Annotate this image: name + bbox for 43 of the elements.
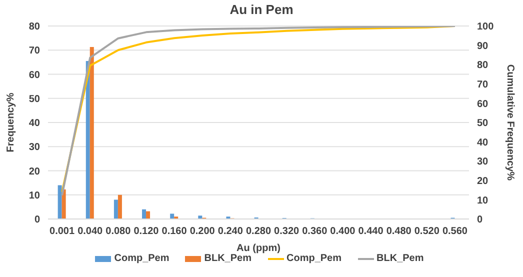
x-tick-label: 0.480: [386, 226, 412, 238]
y2-tick-label: 80: [477, 60, 489, 72]
y-tick-label: 60: [28, 70, 40, 81]
x-tick-label: 0.360: [302, 226, 328, 238]
x-tick-label: 0.280: [246, 226, 272, 238]
y2-tick-label: 30: [477, 156, 489, 168]
legend-label: Comp_Pem: [286, 253, 342, 264]
y-tick-label: 10: [28, 190, 40, 202]
x-tick-label: 0.320: [274, 226, 300, 238]
x-tick-label: 0.440: [358, 226, 384, 238]
legend-label: BLK_Pem: [203, 253, 252, 264]
y-tick-label: 70: [28, 46, 40, 57]
y-tick-label: 40: [28, 118, 40, 130]
y-axis-title: Frequency%: [6, 92, 17, 152]
y2-tick-label: 100: [477, 22, 494, 33]
x-tick-label: 0.240: [218, 226, 244, 238]
y2-tick-label: 20: [477, 176, 489, 187]
x-tick-label: 0.120: [134, 226, 160, 238]
y2-tick-label: 10: [477, 195, 489, 206]
y-tick-label: 50: [28, 94, 40, 105]
x-tick-label: 0.080: [106, 226, 132, 238]
chart-title: Au in Pem: [228, 1, 294, 19]
y-tick-label: 30: [28, 142, 40, 154]
x-tick-label: 0.001: [50, 226, 75, 238]
y-tick-label: 20: [28, 166, 40, 178]
y2-tick-label: 90: [477, 40, 489, 52]
x-tick-label: 0.160: [162, 226, 188, 238]
y-tick-label: 80: [28, 22, 40, 33]
y2-tick-label: 60: [477, 98, 489, 110]
x-tick-label: 0.560: [442, 226, 468, 238]
y2-axis-title: Cumulative Frequency%: [504, 64, 516, 181]
x-tick-label: 0.520: [414, 226, 440, 238]
x-tick-label: 0.200: [190, 226, 216, 238]
y2-tick-label: 40: [477, 137, 489, 148]
legend-label: Comp_Pem: [113, 253, 170, 264]
y-tick-label: 0: [34, 214, 40, 226]
y2-tick-label: 50: [477, 118, 489, 130]
legend-label: BLK_Pem: [376, 253, 424, 264]
y2-tick-label: 0: [477, 214, 483, 226]
x-axis-title: Au (ppm): [236, 243, 280, 254]
y2-tick-label: 70: [477, 79, 489, 90]
x-tick-label: 0.400: [330, 226, 356, 238]
x-tick-label: 0.040: [78, 226, 104, 238]
